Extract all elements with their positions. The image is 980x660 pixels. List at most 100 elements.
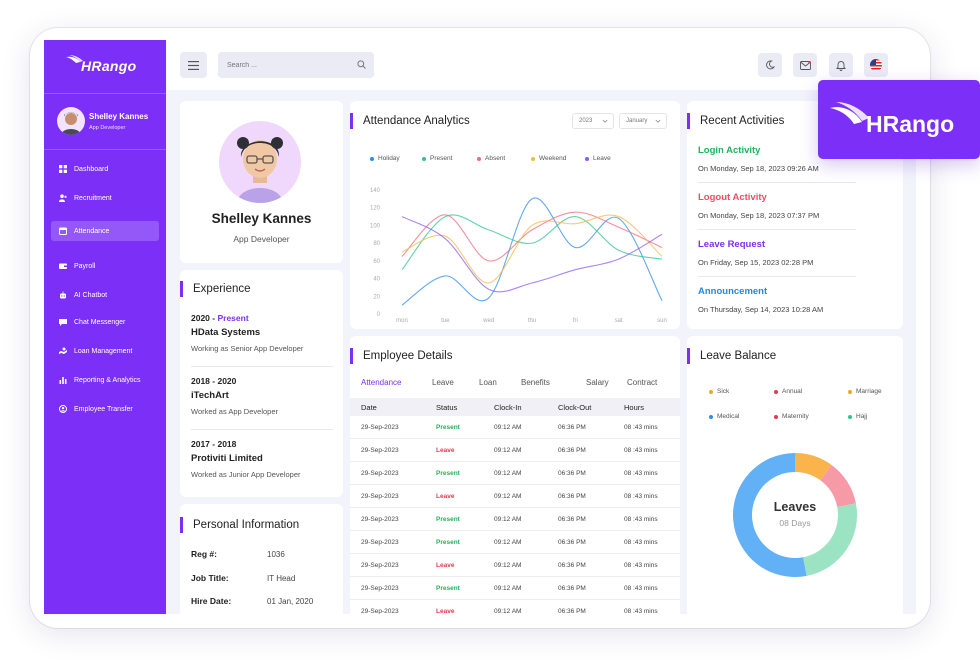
attendance-analytics-card: Attendance Analytics 2023 January Holida… <box>350 101 680 329</box>
activity-time: On Monday, Sep 18, 2023 09:26 AM <box>698 164 819 173</box>
cell-clock-in: 09:12 AM <box>494 585 522 592</box>
donut-slice[interactable] <box>795 453 832 481</box>
y-tick-label: 120 <box>370 206 381 212</box>
search-box <box>218 52 374 78</box>
legend-item[interactable]: Hajj <box>848 413 867 420</box>
present-label: Present <box>217 313 249 323</box>
sidebar-item-recruitment[interactable]: Recruitment <box>51 188 159 208</box>
sidebar-item-dashboard[interactable]: Dashboard <box>51 159 159 179</box>
table-row[interactable]: 29-Sep-2023 Leave 09:12 AM 06:36 PM 08 :43 m… <box>350 439 680 462</box>
legend-item[interactable]: Weekend <box>531 155 566 162</box>
sidebar-logo[interactable]: HRango <box>66 55 136 74</box>
cell-hours: 08 :43 mins <box>624 447 658 454</box>
cell-clock-out: 06:36 PM <box>558 493 586 500</box>
cell-date: 29-Sep-2023 <box>361 585 399 592</box>
legend-item[interactable]: Sick <box>709 388 729 395</box>
language-button[interactable] <box>864 53 888 77</box>
legend-dot <box>477 156 481 161</box>
tab-attendance[interactable]: Attendance <box>361 378 402 387</box>
x-tick-label: fri <box>573 318 578 324</box>
sidebar-user-role: App Developer <box>89 125 126 131</box>
table-row[interactable]: 29-Sep-2023 Present 09:12 AM 06:36 PM 08 :43… <box>350 508 680 531</box>
table-row[interactable]: 29-Sep-2023 Present 09:12 AM 06:36 PM 08 :43… <box>350 416 680 439</box>
activity-title[interactable]: Login Activity <box>698 145 761 156</box>
tab-loan[interactable]: Loan <box>479 378 497 387</box>
cell-clock-out: 06:36 PM <box>558 585 586 592</box>
cell-clock-out: 06:36 PM <box>558 447 586 454</box>
sidebar-item-chat-messenger[interactable]: Chat Messenger <box>51 312 159 332</box>
profile-name: Shelley Kannes <box>211 211 312 226</box>
sidebar-avatar[interactable] <box>57 107 85 135</box>
leave-donut-chart <box>732 453 857 577</box>
legend-item[interactable]: Holiday <box>370 155 400 162</box>
donut-slice[interactable] <box>820 464 856 507</box>
sidebar-item-payroll[interactable]: Payroll <box>51 256 159 276</box>
sidebar-item-employee-transfer[interactable]: Employee Transfer <box>51 399 159 419</box>
sidebar-item-attendance[interactable]: Attendance <box>51 221 159 241</box>
legend-dot <box>774 389 778 394</box>
table-row[interactable]: 29-Sep-2023 Leave 09:12 AM 06:36 PM 08 :43 m… <box>350 485 680 508</box>
transfer-icon <box>59 405 67 413</box>
personal-info-value: IT Head <box>267 574 296 583</box>
table-row[interactable]: 29-Sep-2023 Present 09:12 AM 06:36 PM 08 :43… <box>350 577 680 600</box>
sidebar-item-reporting-analytics[interactable]: Reporting & Analytics <box>51 370 159 390</box>
month-select[interactable]: January <box>619 113 667 129</box>
search-input[interactable] <box>218 52 348 78</box>
legend-label: Absent <box>485 155 506 162</box>
cell-clock-in: 09:12 AM <box>494 447 522 454</box>
tab-salary[interactable]: Salary <box>586 378 609 387</box>
legend-item[interactable]: Medical <box>709 413 739 420</box>
menu-toggle-button[interactable] <box>180 52 207 78</box>
donut-slice[interactable] <box>803 503 857 576</box>
employee-details-card: Employee Details Attendance Leave Loan B… <box>350 336 680 614</box>
activity-time: On Monday, Sep 18, 2023 07:37 PM <box>698 211 820 220</box>
sidebar-item-loan-management[interactable]: Loan Management <box>51 341 159 361</box>
column-header-date: Date <box>361 403 377 412</box>
notifications-button[interactable] <box>829 53 853 77</box>
top-bar <box>166 40 916 90</box>
tab-contract[interactable]: Contract <box>627 378 658 387</box>
donut-center-subtitle: 08 Days <box>779 518 811 528</box>
legend-item[interactable]: Maternity <box>774 413 809 420</box>
theme-toggle-button[interactable] <box>758 53 782 77</box>
cell-clock-in: 09:12 AM <box>494 493 522 500</box>
year-select[interactable]: 2023 <box>572 113 614 129</box>
legend-item[interactable]: Annual <box>774 388 802 395</box>
x-tick-label: sun <box>657 318 667 324</box>
cell-clock-in: 09:12 AM <box>494 539 522 546</box>
activity-title[interactable]: Logout Activity <box>698 192 767 203</box>
x-tick-label: tue <box>441 318 450 324</box>
cell-clock-in: 09:12 AM <box>494 608 522 614</box>
bar-chart-icon <box>59 376 67 384</box>
y-tick-label: 60 <box>373 259 380 265</box>
sidebar-item-label: Payroll <box>74 262 96 270</box>
tab-benefits[interactable]: Benefits <box>521 378 550 387</box>
messages-button[interactable] <box>793 53 817 77</box>
legend-item[interactable]: Leave <box>585 155 611 162</box>
table-row[interactable]: 29-Sep-2023 Present 09:12 AM 06:36 PM 08 :43… <box>350 462 680 485</box>
table-header: Date Status Clock-In Clock-Out Hours <box>350 398 680 416</box>
cell-hours: 08 :43 mins <box>624 470 658 477</box>
activity-title[interactable]: Leave Request <box>698 239 766 250</box>
legend-item[interactable]: Absent <box>477 155 505 162</box>
table-row[interactable]: 29-Sep-2023 Leave 09:12 AM 06:36 PM 08 :43 m… <box>350 554 680 577</box>
grid-icon <box>59 165 67 173</box>
sidebar-item-label: Loan Management <box>74 347 133 355</box>
tab-leave[interactable]: Leave <box>432 378 454 387</box>
legend-item[interactable]: Marriage <box>848 388 882 395</box>
x-tick-label: mon <box>396 318 408 324</box>
cell-date: 29-Sep-2023 <box>361 562 399 569</box>
cell-clock-out: 06:36 PM <box>558 470 586 477</box>
legend-item[interactable]: Present <box>422 155 452 162</box>
table-row[interactable]: 29-Sep-2023 Present 09:12 AM 06:36 PM 08 :43… <box>350 531 680 554</box>
sidebar-item-ai-chatbot[interactable]: AI Chatbot <box>51 285 159 305</box>
sidebar-divider <box>44 149 166 150</box>
search-icon[interactable] <box>357 60 366 69</box>
cell-clock-in: 09:12 AM <box>494 562 522 569</box>
chevron-down-icon <box>602 119 608 123</box>
activity-title[interactable]: Announcement <box>698 286 768 297</box>
legend-label: Marriage <box>856 388 882 395</box>
donut-slice[interactable] <box>732 453 807 577</box>
table-row[interactable]: 29-Sep-2023 Leave 09:12 AM 06:36 PM 08 :43 m… <box>350 600 680 614</box>
moon-icon <box>766 60 775 70</box>
